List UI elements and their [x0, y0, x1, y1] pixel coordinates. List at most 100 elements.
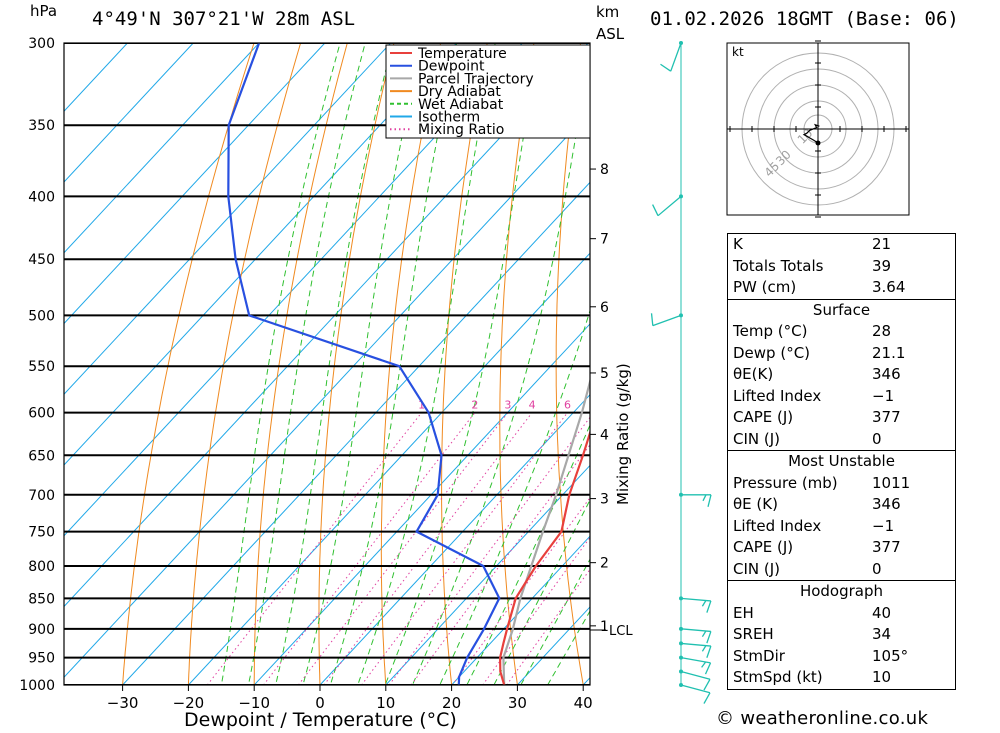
isotherm-line	[64, 43, 589, 608]
wind-barb-flag	[706, 631, 712, 644]
km-tick-label: 4	[600, 427, 609, 443]
mixing-ratio-label: 4	[529, 399, 536, 412]
wind-barb-flag	[704, 662, 712, 675]
chart-series: 1 2 3 4 6 8 10 15 20 25	[227, 43, 711, 685]
wind-barb-flag	[701, 645, 707, 652]
isotherm-line	[64, 43, 457, 466]
footer-credit: © weatheronline.co.uk	[716, 708, 929, 729]
hodo-row: EH 40	[733, 603, 892, 622]
wind-barb-flag	[701, 661, 707, 668]
mu-row: θE (K) 346	[733, 495, 901, 513]
wind-barbs	[650, 41, 712, 704]
wind-barb	[679, 641, 712, 658]
pressure-tick-label: 450	[28, 252, 55, 268]
wind-barb	[679, 596, 712, 613]
dewpoint-line	[227, 43, 501, 685]
most-unstable-title: Most Unstable	[788, 452, 895, 470]
mixing-ratio-line	[263, 412, 476, 685]
surface-row: CIN (J) 0	[733, 429, 882, 448]
legend-box	[385, 44, 591, 139]
mixing-ratio-label: 6	[564, 399, 571, 412]
wind-barb	[660, 41, 683, 72]
km-tick-label: 5	[600, 366, 609, 382]
wind-barb	[652, 194, 683, 217]
pressure-tick-label: 950	[28, 651, 55, 667]
wind-barb-flag	[703, 678, 711, 691]
hodograph-stats-title: Hodograph	[799, 582, 884, 600]
pressure-tick-label: 300	[28, 36, 55, 52]
pressure-tick-label: 500	[28, 308, 55, 324]
dry-adiabat-line	[555, 43, 584, 685]
hodograph-surface-point	[815, 140, 821, 146]
isotherm-line	[64, 110, 590, 678]
mixing-ratio-label: 2	[471, 399, 478, 412]
surface-row: CAPE (J) 377	[733, 408, 901, 426]
mixing-ratio-axis-label: Mixing Ratio (g/kg)	[614, 363, 632, 505]
wind-barb	[679, 626, 712, 644]
wind-barb-flag	[660, 63, 672, 72]
mixing-ratio-label: 25	[697, 399, 711, 412]
wind-barb-staff	[680, 657, 711, 664]
wet-adiabat-line	[302, 43, 424, 685]
km-tick-label: 7	[600, 232, 609, 248]
isotherm-line	[385, 464, 590, 685]
surface-row: θE(K) 346	[733, 365, 901, 383]
isotherm-line	[64, 43, 194, 183]
wind-barb-flag	[707, 494, 712, 507]
wind-barb	[679, 492, 712, 507]
dry-adiabat-line	[664, 6, 722, 711]
chart-axes: 3003504004505005506006507007508008509009…	[19, 36, 633, 712]
dry-adiabat-line	[611, 6, 655, 711]
wind-barb-staff	[670, 42, 682, 72]
km-label: km	[596, 3, 619, 21]
wind-barb-staff	[680, 670, 711, 680]
surface-row: Dewp (°C) 21.1	[733, 343, 906, 362]
indices-box: K 21 Totals Totals 39 PW (cm) 3.64	[727, 233, 956, 299]
km-tick-label: 8	[600, 162, 609, 178]
wind-barb-staff	[680, 642, 711, 647]
pressure-tick-label: 700	[28, 488, 55, 504]
pressure-tick-label: 750	[28, 525, 55, 541]
parcel-trajectory-line	[502, 377, 590, 685]
wind-barb-staff	[680, 628, 711, 633]
wind-barb-flag	[650, 313, 654, 326]
mixing-ratio-line	[323, 412, 533, 685]
mixing-ratio-label: 15	[646, 399, 660, 412]
isotherm-line	[451, 535, 590, 685]
temperature-tick-label: −20	[173, 694, 205, 712]
wind-barb	[679, 669, 711, 691]
hodo-row: SREH 34	[733, 625, 892, 643]
pressure-tick-label: 600	[28, 406, 55, 422]
hpa-label: hPa	[30, 2, 57, 20]
indices-panel: K 21 Totals Totals 39 PW (cm) 3.64 Surface …	[727, 233, 956, 690]
wind-barb-staff	[680, 597, 711, 602]
isotherm-line	[253, 323, 590, 685]
wind-barb-flag	[701, 630, 707, 638]
wind-barb-flag	[701, 600, 707, 607]
dry-adiabat-line	[441, 43, 488, 685]
dry-adiabat-line	[122, 43, 255, 685]
index-row-k: K 21	[733, 235, 892, 253]
mixing-ratio-label: 20	[675, 399, 689, 412]
location-title: 4°49'N 307°21'W 28m ASL	[92, 8, 355, 30]
wind-barb-staff	[680, 684, 711, 694]
wet-adiabat-line	[275, 43, 394, 685]
pressure-tick-label: 850	[28, 591, 55, 607]
hodo-row: StmDir 105°	[733, 646, 909, 665]
wind-barb	[679, 683, 711, 704]
plot-frame	[63, 42, 591, 686]
temperature-tick-label: 20	[442, 694, 461, 712]
most-unstable-box: Most Unstable Pressure (mb) 1011 θE (K) 34…	[727, 450, 956, 580]
isotherm-line	[64, 43, 326, 325]
mixing-ratio-line	[506, 568, 590, 685]
hodograph-stats-box: Hodograph EH 40 SREH 34 StmDir 105° StmSpd …	[727, 580, 956, 690]
wind-barb-staff	[652, 314, 682, 327]
datetime-title: 01.02.2026 18GMT (Base: 06)	[650, 8, 959, 30]
wind-barb-flag	[706, 600, 712, 613]
wet-adiabat-line	[439, 308, 590, 685]
wet-adiabat-line	[384, 43, 541, 685]
temperature-line	[499, 429, 590, 685]
mixing-ratio-line	[451, 496, 590, 685]
